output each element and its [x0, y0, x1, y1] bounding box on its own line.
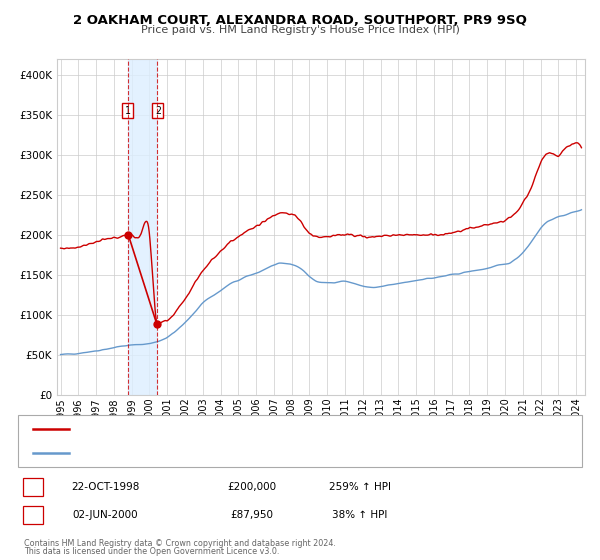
Text: HPI: Average price, semi-detached house, Sefton: HPI: Average price, semi-detached house,… — [75, 449, 296, 458]
Text: 38% ↑ HPI: 38% ↑ HPI — [332, 510, 388, 520]
Text: 2 OAKHAM COURT, ALEXANDRA ROAD, SOUTHPORT, PR9 9SQ (semi-detached house): 2 OAKHAM COURT, ALEXANDRA ROAD, SOUTHPOR… — [75, 424, 458, 433]
Text: 2: 2 — [155, 106, 161, 116]
Text: Price paid vs. HM Land Registry's House Price Index (HPI): Price paid vs. HM Land Registry's House … — [140, 25, 460, 35]
Text: 1: 1 — [124, 106, 130, 116]
Text: 22-OCT-1998: 22-OCT-1998 — [71, 482, 139, 492]
Text: 1: 1 — [29, 482, 37, 492]
Text: 02-JUN-2000: 02-JUN-2000 — [72, 510, 138, 520]
Text: Contains HM Land Registry data © Crown copyright and database right 2024.: Contains HM Land Registry data © Crown c… — [24, 539, 336, 548]
Text: 2: 2 — [29, 510, 37, 520]
Text: £200,000: £200,000 — [227, 482, 277, 492]
Text: 259% ↑ HPI: 259% ↑ HPI — [329, 482, 391, 492]
Text: 2 OAKHAM COURT, ALEXANDRA ROAD, SOUTHPORT, PR9 9SQ: 2 OAKHAM COURT, ALEXANDRA ROAD, SOUTHPOR… — [73, 14, 527, 27]
Text: This data is licensed under the Open Government Licence v3.0.: This data is licensed under the Open Gov… — [24, 547, 280, 556]
Text: £87,950: £87,950 — [230, 510, 274, 520]
Bar — [128, 59, 157, 395]
